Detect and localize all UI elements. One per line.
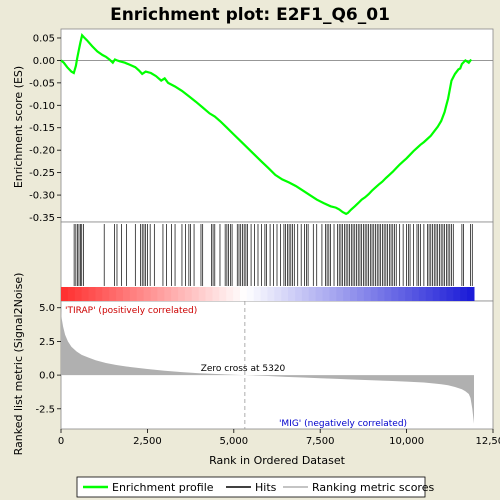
x-axis-label: Rank in Ordered Dataset <box>209 454 346 467</box>
heatmap-segment <box>206 287 213 301</box>
heatmap-segment <box>446 287 453 301</box>
es-y-tick-label: -0.10 <box>29 101 55 112</box>
heatmap-segment <box>412 287 419 301</box>
heatmap-segment <box>336 287 343 301</box>
zero-cross-label: Zero cross at 5320 <box>201 364 286 374</box>
heatmap-segment <box>150 287 157 301</box>
heatmap-segment <box>323 287 330 301</box>
heatmap-segment <box>419 287 426 301</box>
es-y-tick-label: 0.05 <box>33 33 55 44</box>
x-tick-label: 2,500 <box>133 436 162 447</box>
heatmap-segment <box>316 287 323 301</box>
heatmap-segment <box>95 287 102 301</box>
heatmap-segment <box>426 287 433 301</box>
heatmap-segment <box>378 287 385 301</box>
heatmap-segment <box>254 287 261 301</box>
heatmap-segment <box>89 287 96 301</box>
rank-y-tick-label: 0.0 <box>39 371 55 382</box>
heatmap-segment <box>288 287 295 301</box>
heatmap-segment <box>295 287 302 301</box>
heatmap-segment <box>440 287 447 301</box>
legend-hits: Hits <box>255 481 277 494</box>
heatmap-segment <box>82 287 89 301</box>
heatmap-segment <box>371 287 378 301</box>
heatmap-segment <box>350 287 357 301</box>
enrichment-panel <box>61 29 493 222</box>
heatmap-segment <box>219 287 226 301</box>
es-y-tick-label: 0.00 <box>33 56 55 67</box>
heatmap-segment <box>144 287 151 301</box>
rank-y-tick-label: -2.5 <box>35 404 55 415</box>
heatmap-segment <box>199 287 206 301</box>
heatmap-segment <box>61 287 68 301</box>
es-y-tick-label: -0.05 <box>29 78 55 89</box>
heatmap-segment <box>391 287 398 301</box>
heatmap-segment <box>109 287 116 301</box>
chart-title: Enrichment plot: E2F1_Q6_01 <box>110 5 390 25</box>
heatmap-segment <box>68 287 75 301</box>
heatmap-segment <box>405 287 412 301</box>
negative-correlation-label: 'MIG' (negatively correlated) <box>279 419 407 429</box>
heatmap-segment <box>137 287 144 301</box>
rank-heatmap-bar <box>61 287 474 301</box>
heatmap-segment <box>123 287 130 301</box>
es-y-tick-label: -0.30 <box>29 191 55 202</box>
heatmap-segment <box>261 287 268 301</box>
heatmap-segment <box>171 287 178 301</box>
heatmap-segment <box>302 287 309 301</box>
heatmap-segment <box>212 287 219 301</box>
es-y-tick-label: -0.15 <box>29 123 55 134</box>
heatmap-segment <box>185 287 192 301</box>
heatmap-segment <box>178 287 185 301</box>
heatmap-segment <box>240 287 247 301</box>
es-y-tick-label: -0.35 <box>29 213 55 224</box>
legend-ranking-metric: Ranking metric scores <box>312 481 434 494</box>
heatmap-segment <box>164 287 171 301</box>
heatmap-segment <box>274 287 281 301</box>
heatmap-segment <box>460 287 467 301</box>
heatmap-segment <box>157 287 164 301</box>
x-tick-label: 0 <box>58 436 64 447</box>
positive-correlation-label: 'TIRAP' (positively correlated) <box>65 306 197 316</box>
x-tick-label: 7,500 <box>306 436 335 447</box>
heatmap-segment <box>453 287 460 301</box>
heatmap-segment <box>385 287 392 301</box>
heatmap-segment <box>75 287 82 301</box>
heatmap-segment <box>364 287 371 301</box>
heatmap-segment <box>357 287 364 301</box>
es-y-tick-label: -0.25 <box>29 168 55 179</box>
x-tick-label: 5,000 <box>219 436 248 447</box>
legend-enrichment-profile: Enrichment profile <box>112 481 214 494</box>
heatmap-segment <box>192 287 199 301</box>
heatmap-segment <box>116 287 123 301</box>
heatmap-segment <box>343 287 350 301</box>
heatmap-segment <box>467 287 474 301</box>
heatmap-segment <box>226 287 233 301</box>
es-y-axis-label: Enrichment score (ES) <box>12 66 25 188</box>
heatmap-segment <box>233 287 240 301</box>
x-tick-label: 12,500 <box>476 436 500 447</box>
rank-y-tick-label: 2.5 <box>39 337 55 348</box>
heatmap-segment <box>281 287 288 301</box>
heatmap-segment <box>398 287 405 301</box>
heatmap-segment <box>102 287 109 301</box>
heatmap-segment <box>329 287 336 301</box>
rank-y-tick-label: 5.0 <box>39 303 55 314</box>
heatmap-segment <box>130 287 137 301</box>
heatmap-segment <box>247 287 254 301</box>
x-tick-label: 10,000 <box>389 436 424 447</box>
heatmap-segment <box>309 287 316 301</box>
es-y-tick-label: -0.20 <box>29 146 55 157</box>
rank-y-axis-label: Ranked list metric (Signal2Noise) <box>12 273 25 456</box>
heatmap-segment <box>267 287 274 301</box>
heatmap-segment <box>433 287 440 301</box>
